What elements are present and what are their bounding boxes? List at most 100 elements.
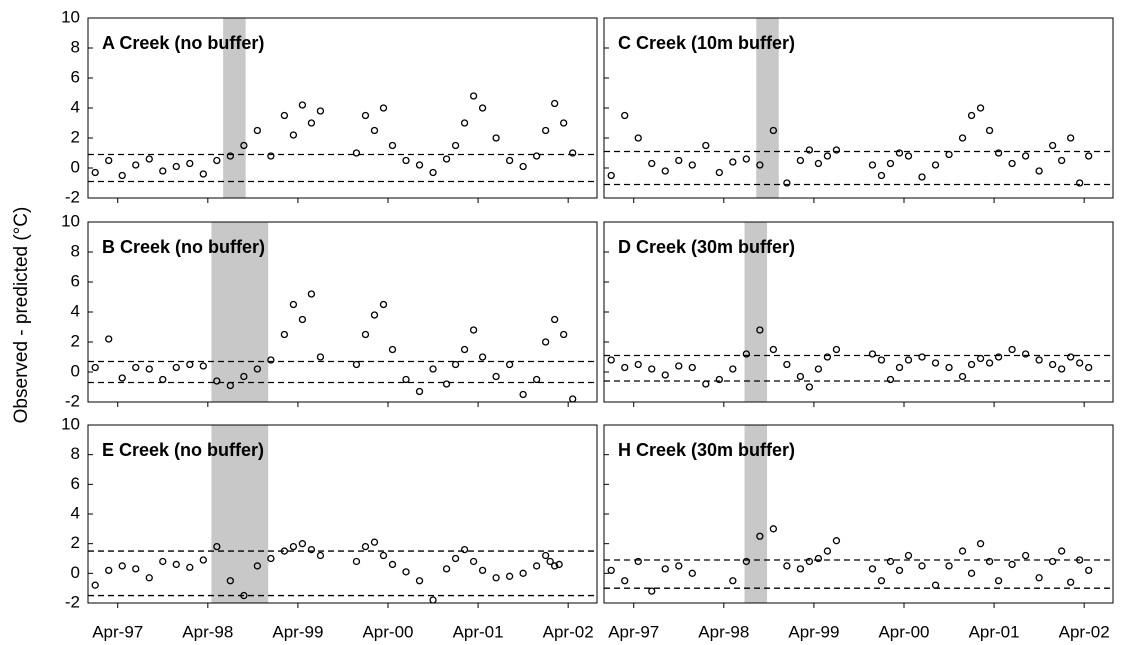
data-point <box>1021 350 1030 358</box>
data-point <box>994 149 1003 157</box>
x-tick-label: Apr-97 <box>92 622 143 641</box>
data-point <box>379 300 388 309</box>
data-point <box>994 577 1003 585</box>
data-point <box>429 365 437 373</box>
x-tick-label: Apr-02 <box>1059 622 1110 641</box>
data-point <box>415 387 424 396</box>
panel-title: D Creek (30m buffer) <box>618 237 795 257</box>
data-point <box>551 315 559 324</box>
data-point <box>379 551 388 560</box>
data-point <box>213 542 221 551</box>
data-point <box>298 101 307 109</box>
data-point <box>1048 557 1057 566</box>
data-point <box>607 566 615 575</box>
x-tick-label: Apr-98 <box>182 622 233 641</box>
data-point <box>253 365 262 373</box>
x-tick-label: Apr-01 <box>969 622 1020 641</box>
data-point <box>675 362 683 370</box>
data-point <box>402 156 410 165</box>
data-point <box>715 168 723 177</box>
data-point <box>886 159 895 168</box>
data-point <box>976 104 985 112</box>
y-tick-label: 0 <box>71 563 80 582</box>
data-point <box>1085 566 1093 575</box>
y-tick-label: 0 <box>71 157 80 176</box>
x-tick-label: Apr-99 <box>788 622 839 641</box>
data-point <box>1076 556 1084 564</box>
data-point <box>1048 360 1057 369</box>
data-point <box>1008 159 1016 168</box>
data-point <box>1057 547 1066 555</box>
data-point <box>1067 353 1075 361</box>
data-point <box>460 545 469 554</box>
data-point <box>675 156 683 165</box>
panel-title: H Creek (30m buffer) <box>618 440 795 460</box>
data-point <box>1021 551 1030 560</box>
data-point <box>388 345 397 354</box>
data-point <box>118 562 126 570</box>
data-point <box>1076 359 1084 367</box>
data-point <box>648 159 656 168</box>
y-tick-label: 2 <box>71 127 80 146</box>
data-point <box>492 372 500 381</box>
data-point <box>904 152 913 160</box>
data-point <box>415 161 424 169</box>
data-point <box>868 161 877 169</box>
y-tick-label: 4 <box>71 97 80 116</box>
data-point <box>226 577 234 585</box>
data-point <box>814 365 823 373</box>
data-point <box>551 99 559 108</box>
data-point <box>132 363 140 372</box>
data-point <box>621 111 629 120</box>
data-point <box>370 538 379 546</box>
data-point <box>967 569 976 577</box>
data-point <box>352 149 361 157</box>
data-point <box>91 581 99 589</box>
data-point <box>895 363 904 372</box>
data-point <box>783 179 791 187</box>
data-point <box>756 161 764 169</box>
data-point <box>729 577 737 585</box>
data-point <box>796 565 805 573</box>
data-point <box>1057 156 1066 165</box>
data-point <box>805 557 814 566</box>
data-point <box>519 162 527 171</box>
data-point <box>415 577 424 585</box>
data-point <box>648 365 656 373</box>
data-point <box>469 557 478 566</box>
data-point <box>370 126 379 135</box>
data-point <box>985 359 994 367</box>
data-point <box>145 365 153 373</box>
data-point <box>661 371 669 379</box>
x-tick-label: Apr-97 <box>608 622 659 641</box>
data-point <box>715 375 723 384</box>
data-point <box>1085 152 1093 160</box>
data-point <box>280 330 289 339</box>
data-point <box>402 568 410 576</box>
data-point <box>519 569 527 577</box>
y-tick-label: -2 <box>65 592 80 611</box>
data-point <box>370 311 379 319</box>
data-point <box>985 126 994 135</box>
data-point <box>267 554 275 563</box>
data-point <box>280 547 289 555</box>
data-point <box>532 152 541 160</box>
data-point <box>805 383 814 391</box>
data-point <box>877 171 886 180</box>
data-point <box>1035 167 1043 175</box>
data-point <box>469 326 478 334</box>
data-point <box>159 167 167 175</box>
data-point <box>429 168 437 177</box>
data-point <box>460 345 469 354</box>
data-point <box>560 119 568 127</box>
data-point <box>895 566 904 575</box>
data-point <box>675 562 683 570</box>
data-point <box>307 119 316 127</box>
data-point <box>213 156 221 165</box>
data-point <box>634 360 642 369</box>
y-tick-label: 10 <box>61 211 80 230</box>
data-point <box>316 353 325 361</box>
data-point <box>91 363 99 372</box>
data-point <box>569 395 577 403</box>
y-tick-label: 4 <box>71 301 80 320</box>
